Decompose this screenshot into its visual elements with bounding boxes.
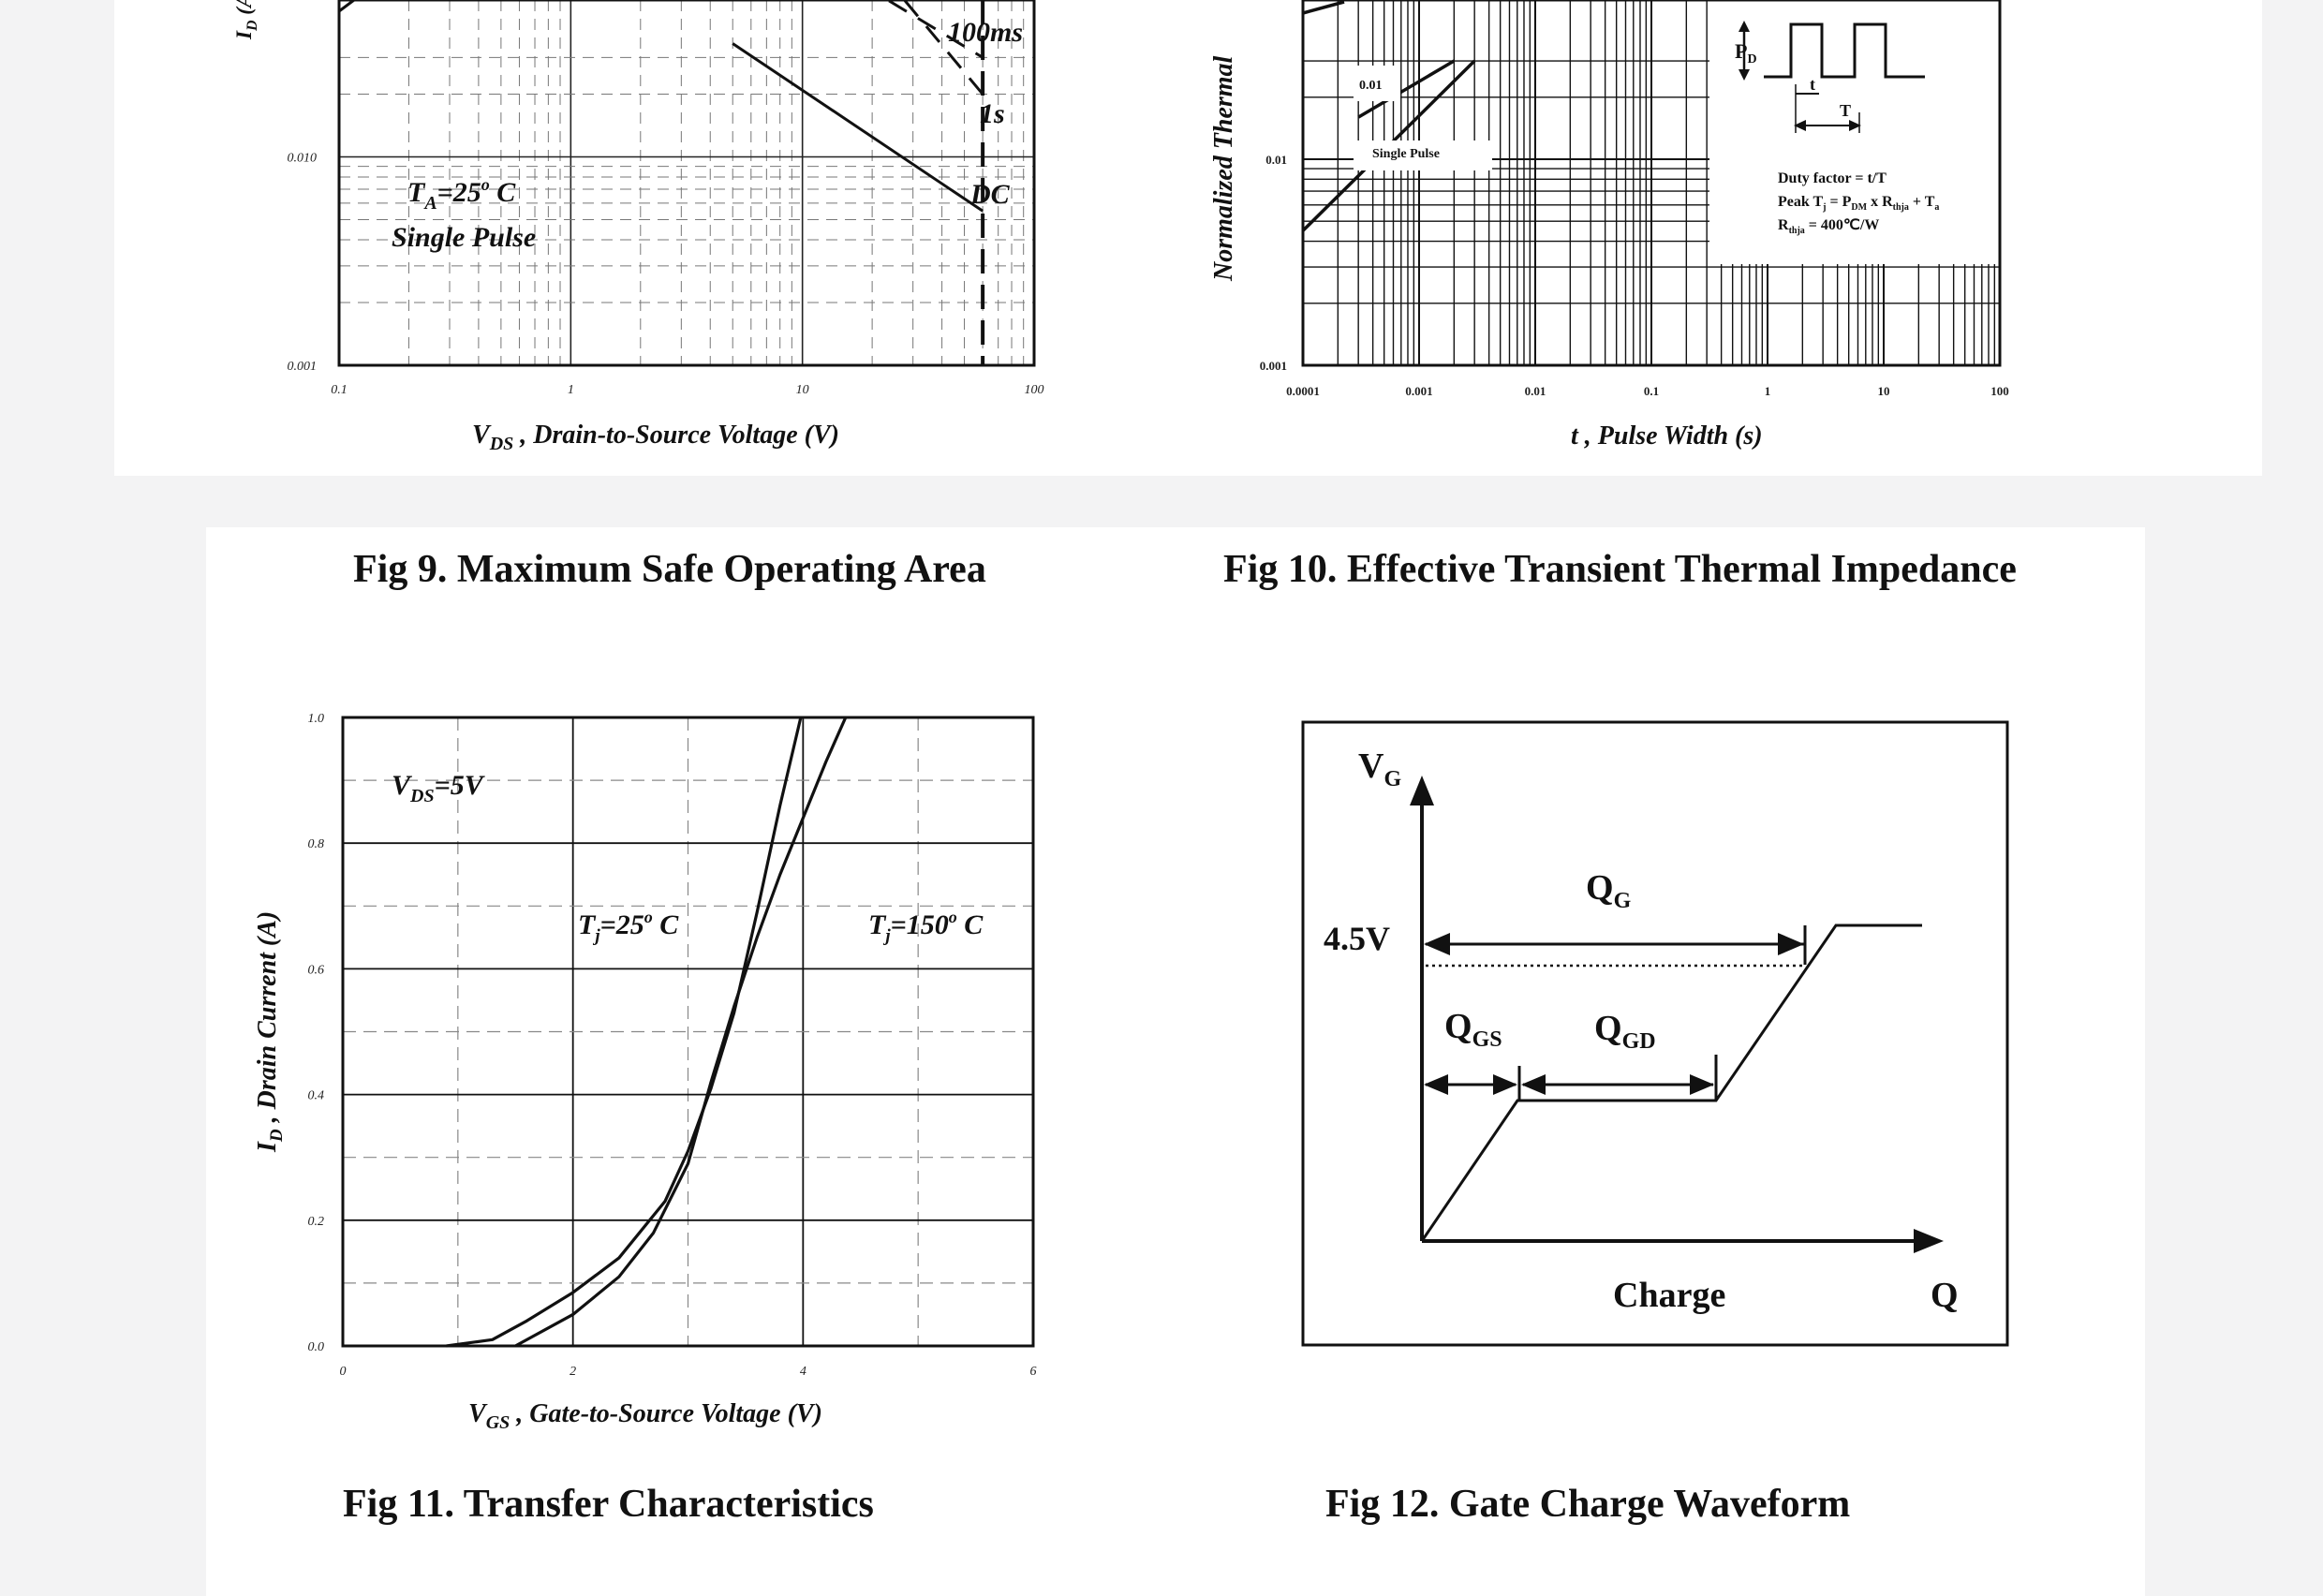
fig12-qgs-label: QGS	[1444, 1007, 1502, 1052]
fig12-qgd-arrowhead-left	[1521, 1074, 1546, 1095]
fig12-qgd-arrowhead-right	[1690, 1074, 1714, 1095]
fig10-label-box-sp	[1354, 140, 1492, 170]
fig9-x-tick-label: 0.1	[331, 383, 348, 397]
fig11-series-line	[514, 717, 848, 1348]
chart-fig11: 0 2 4 6 0.0 0.2 0.4 0.6 0.8 1.0 ID , Drain Curren…	[253, 712, 1037, 1433]
fig12-qgs-arrowhead-left	[1424, 1074, 1448, 1095]
fig10-x-tick-label: 1	[1765, 384, 1771, 398]
fig11-y-tick-label: 0.6	[308, 963, 325, 977]
fig11-y-tick-label: 0.2	[308, 1215, 325, 1229]
fig10-x-tick-label: 0.001	[1405, 384, 1432, 398]
fig9-x-tick-label: 100	[1025, 383, 1044, 397]
fig10-inset-line2: Peak Tj = PDM x Rthja + Ta	[1778, 194, 1939, 213]
fig9-single-pulse-label: Single Pulse	[392, 222, 536, 253]
fig11-grid	[343, 717, 1033, 1346]
fig12-x-arrowhead	[1914, 1229, 1944, 1253]
fig11-x-axis-label: VGS , Gate-to-Source Voltage (V)	[468, 1399, 822, 1433]
fig11-y-tick-label: 0.4	[308, 1089, 325, 1103]
fig9-x-axis-label: VDS , Drain-to-Source Voltage (V)	[472, 421, 839, 454]
fig10-y-tick-label: 0.01	[1265, 153, 1287, 167]
fig10-caption: Fig 10. Effective Transient Thermal Impe…	[1223, 548, 2017, 591]
fig11-curve-label-150c: Tj=150o C	[868, 908, 984, 946]
fig10-series-line	[1357, 59, 1456, 119]
fig9-label-dc: DC	[969, 179, 1011, 210]
fig12-qg-arrowhead-left	[1424, 933, 1450, 955]
fig11-series-line	[446, 717, 803, 1348]
fig11-x-tick-label: 2	[570, 1365, 576, 1379]
fig9-series-line	[338, 0, 355, 13]
fig11-x-tick-label: 4	[800, 1365, 806, 1379]
fig12-qg-arrowhead-right	[1778, 933, 1804, 955]
fig9-series-line	[732, 42, 984, 213]
fig9-x-tick-label: 1	[568, 383, 574, 397]
fig11-ticks: 0 2 4 6 0.0 0.2 0.4 0.6 0.8 1.0	[308, 712, 1037, 1379]
fig10-x-tick-label: 0.01	[1525, 384, 1546, 398]
fig9-y-axis-label: ID (A)	[232, 0, 260, 40]
fig11-y-axis-label: ID , Drain Current (A)	[253, 911, 287, 1153]
fig12-v45-label: 4.5V	[1324, 920, 1390, 957]
fig10-series-line	[1302, 0, 1345, 15]
fig10-y-tick-label: 0.001	[1260, 359, 1287, 373]
fig12-qgd-label: QGD	[1594, 1009, 1656, 1054]
fig10-inset-pd: PD	[1735, 39, 1757, 66]
fig12-qg-label: QG	[1586, 868, 1632, 913]
fig9-series-line	[884, 0, 984, 59]
fig11-series	[446, 717, 848, 1348]
fig11-plot-frame	[341, 716, 1035, 1348]
fig10-pulse-diagram	[1739, 21, 1925, 133]
fig11-y-tick-label: 1.0	[308, 712, 325, 726]
fig10-x-tick-label: 0.1	[1644, 384, 1659, 398]
fig11-x-tick-label: 0	[340, 1365, 347, 1379]
fig10-plot-frame	[1301, 0, 2002, 367]
fig9-y-tick-label: 0.010	[288, 152, 318, 166]
fig10-inset-t: t	[1810, 75, 1815, 94]
fig11-vds-label: VDS=5V	[392, 770, 486, 806]
fig10-series	[1301, 0, 1476, 232]
fig12-qgd-arrow	[1523, 1055, 1718, 1101]
fig10-x-tick-label: 100	[1990, 384, 2009, 398]
chart-fig10: 0.0001 0.001 0.01 0.1 1 10 100 0.001 0.01 0.01 S…	[1209, 0, 2009, 451]
fig12-y-arrowhead	[1410, 776, 1434, 805]
fig10-inset-T: T	[1840, 101, 1851, 120]
fig10-curve-label-001: 0.01	[1359, 79, 1383, 93]
fig10-curve-label-single-pulse: Single Pulse	[1372, 147, 1440, 161]
chart-fig9: 0.1 1 10 100 0.001 0.010 ID (A) VDS , Drain-t…	[232, 0, 1044, 454]
fig12-charge-label: Charge	[1613, 1276, 1725, 1315]
fig12-qg-arrow	[1426, 925, 1807, 965]
fig9-label-1s: 1s	[980, 98, 1005, 129]
fig9-label-100ms: 100ms	[948, 17, 1023, 48]
fig10-y-axis-label: Normalized Thermal	[1209, 55, 1238, 282]
fig9-y-tick-label: 0.001	[288, 360, 318, 374]
fig12-qgs-arrowhead-right	[1493, 1074, 1517, 1095]
fig11-y-tick-label: 0.0	[308, 1340, 325, 1354]
fig10-label-box-001	[1354, 66, 1400, 101]
fig10-x-tick-label: 0.0001	[1286, 384, 1320, 398]
fig9-ta-label: TA=25o C	[407, 175, 516, 214]
fig9-ticks: 0.1 1 10 100 0.001 0.010	[288, 152, 1044, 398]
fig10-x-axis-label: t , Pulse Width (s)	[1571, 421, 1763, 451]
fig11-y-tick-label: 0.8	[308, 837, 325, 851]
fig12-caption: Fig 12. Gate Charge Waveform	[1325, 1483, 1851, 1526]
fig12-axes	[1420, 787, 1925, 1243]
fig10-ticks: 0.0001 0.001 0.01 0.1 1 10 100 0.001 0.01	[1260, 153, 2009, 398]
fig12-vg-label: VG	[1358, 746, 1401, 791]
fig9-series	[338, 0, 985, 365]
fig10-inset-line1: Duty factor = t/T	[1778, 170, 1887, 186]
diagram-fig12: VG 4.5V QG QGS QGD Charge Q	[1301, 720, 2009, 1347]
fig9-caption: Fig 9. Maximum Safe Operating Area	[353, 548, 986, 591]
fig10-x-tick-label: 10	[1878, 384, 1890, 398]
fig10-inset-line3: Rthja = 400℃/W	[1778, 217, 1879, 236]
fig11-curve-label-25c: Tj=25o C	[578, 908, 679, 946]
fig9-plot-frame	[337, 0, 1036, 367]
fig12-q-label: Q	[1931, 1276, 1959, 1315]
fig9-x-tick-label: 10	[796, 383, 809, 397]
fig11-caption: Fig 11. Transfer Characteristics	[343, 1483, 874, 1526]
fig11-x-tick-label: 6	[1030, 1365, 1037, 1379]
